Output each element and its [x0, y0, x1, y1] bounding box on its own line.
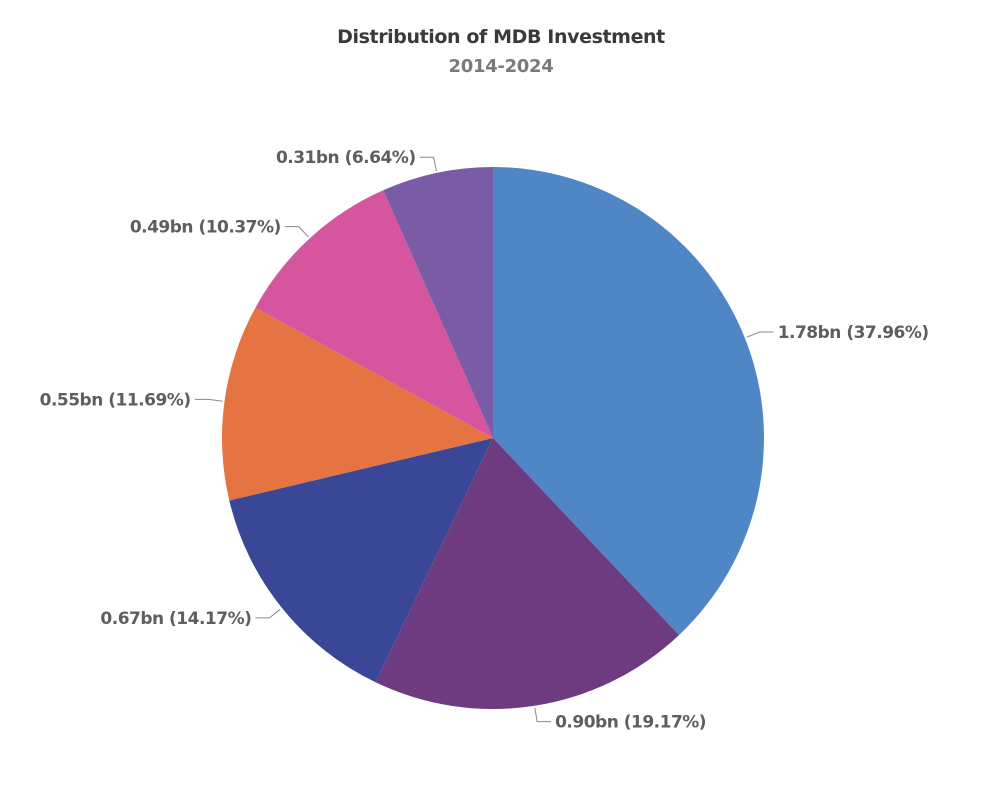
pie-slice-4: [221, 307, 493, 501]
pie-slice-2: [375, 438, 680, 710]
data-label-5: 0.49bn (10.37%): [130, 218, 281, 238]
data-label-3: 0.67bn (14.17%): [100, 609, 251, 629]
chart-subtitle: 2014-2024: [448, 56, 554, 77]
leader-line-4: [194, 398, 223, 402]
leader-line-5: [284, 226, 309, 238]
pie-slice-3: [229, 438, 494, 683]
leader-line-1: [746, 331, 774, 338]
labels-layer: 1.78bn (37.96%) 0.90bn (19.17%) 0.67bn (14…: [40, 148, 930, 733]
pie-slice-5: [255, 190, 493, 438]
slices-layer: [221, 167, 764, 710]
leader-line-3: [255, 608, 281, 619]
data-label-1: 1.78bn (37.96%): [778, 323, 929, 343]
chart-title: Distribution of MDB Investment: [337, 26, 665, 48]
pie-slice-1: [493, 167, 764, 636]
data-label-2: 0.90bn (19.17%): [555, 713, 706, 733]
leader-line-6: [419, 156, 437, 172]
leader-line-2: [534, 707, 552, 723]
pie-slice-6: [383, 167, 493, 438]
data-label-4: 0.55bn (11.69%): [40, 390, 191, 410]
data-label-6: 0.31bn (6.64%): [276, 148, 416, 168]
